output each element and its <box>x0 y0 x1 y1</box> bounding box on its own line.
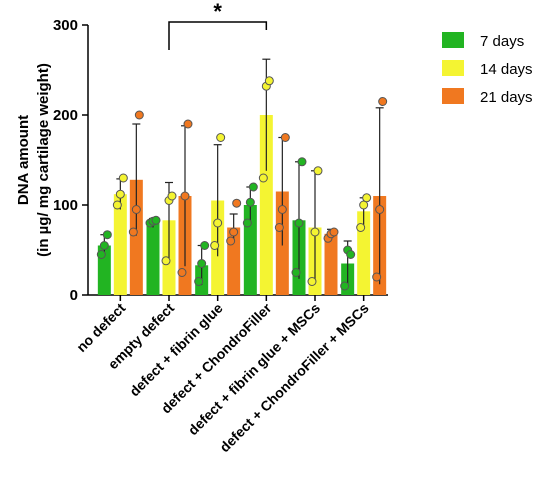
data-point <box>313 166 323 176</box>
data-point <box>340 281 350 291</box>
bar <box>259 115 273 295</box>
data-point <box>151 215 161 225</box>
data-point <box>197 259 207 268</box>
data-point <box>161 256 171 266</box>
data-point <box>362 193 372 203</box>
data-point <box>229 227 239 237</box>
data-point <box>258 173 268 183</box>
data-point <box>378 97 388 106</box>
legend-label: 21 days <box>480 89 533 106</box>
data-point <box>277 205 287 214</box>
data-point <box>213 218 223 228</box>
data-point <box>291 268 301 277</box>
data-point <box>248 182 258 192</box>
bar <box>243 205 257 295</box>
data-point <box>131 205 141 214</box>
data-point <box>280 133 290 142</box>
data-point <box>310 227 320 237</box>
data-point <box>372 272 382 282</box>
data-point <box>216 133 226 142</box>
data-point <box>102 230 112 240</box>
data-point <box>99 241 109 250</box>
legend-swatch <box>442 32 464 48</box>
bar <box>324 233 338 295</box>
data-point <box>200 241 210 250</box>
significance-label: * <box>213 0 222 24</box>
data-point <box>167 191 177 201</box>
data-point <box>177 268 187 277</box>
legend-label: 14 days <box>480 61 533 78</box>
bar <box>146 223 160 295</box>
y-axis-title: DNA amount (in µg/ mg cartilage weight) <box>15 63 52 257</box>
data-point <box>264 76 274 86</box>
data-point <box>118 173 128 183</box>
legend: 7 days 14 days 21 days <box>442 32 533 106</box>
data-point <box>115 189 125 199</box>
data-point <box>307 277 317 286</box>
y-tick-label: 0 <box>70 287 78 304</box>
x-tick-label: defect + fibrin glue <box>126 300 226 400</box>
legend-swatch <box>442 60 464 76</box>
data-point <box>134 110 144 120</box>
data-point <box>346 250 356 259</box>
data-point <box>194 277 204 286</box>
data-point <box>112 200 122 210</box>
data-point <box>226 236 236 246</box>
data-point <box>297 157 307 167</box>
bar <box>357 211 371 295</box>
bar <box>113 194 127 295</box>
data-point <box>242 218 252 228</box>
data-point <box>232 198 242 208</box>
y-tick-label: 300 <box>53 17 78 34</box>
data-point <box>183 119 193 129</box>
data-point <box>356 223 366 232</box>
data-point <box>329 227 339 237</box>
legend-swatch <box>442 88 464 104</box>
y-axis-title-line2: (in µg/ mg cartilage weight) <box>35 63 52 257</box>
data-point <box>375 205 385 214</box>
y-tick-label: 200 <box>53 107 78 124</box>
data-point <box>128 227 138 237</box>
data-point <box>294 218 304 228</box>
significance-bracket <box>168 21 268 50</box>
y-axis-title-line1: DNA amount <box>15 115 32 205</box>
data-point <box>210 241 220 250</box>
legend-label: 7 days <box>480 33 524 50</box>
data-point <box>274 223 284 232</box>
y-tick-label: 100 <box>53 197 78 214</box>
data-point <box>180 191 190 201</box>
data-point <box>96 250 106 259</box>
data-point <box>245 197 255 207</box>
